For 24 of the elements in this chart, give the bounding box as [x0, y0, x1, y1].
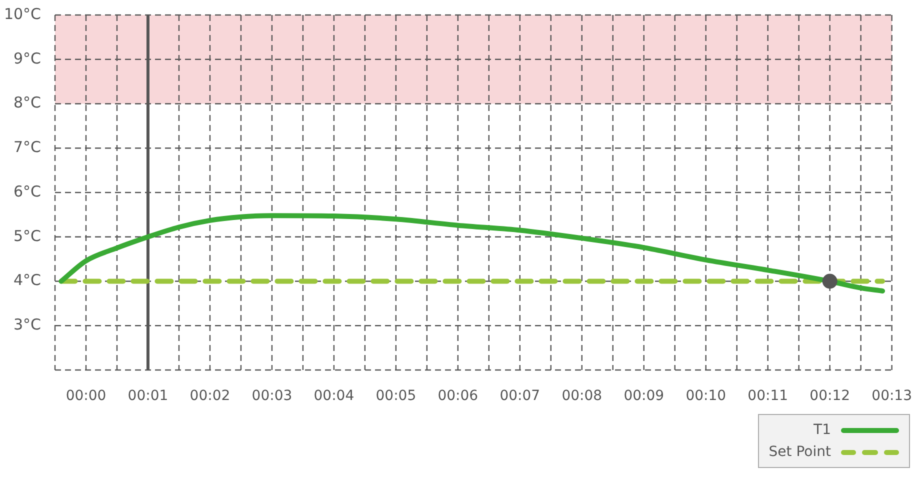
x-tick-label: 00:01	[128, 388, 168, 404]
y-tick-label: 8°C	[13, 94, 41, 112]
y-tick-label: 4°C	[13, 271, 41, 290]
y-tick-label: 6°C	[13, 182, 41, 200]
y-tick-label: 5°C	[13, 226, 41, 245]
x-tick-label: 00:06	[438, 388, 478, 404]
x-tick-label: 00:03	[252, 388, 292, 404]
y-tick-label: 7°C	[13, 138, 41, 156]
x-tick-label: 00:07	[500, 388, 540, 404]
legend-label: Set Point	[768, 444, 831, 460]
x-tick-label: 00:04	[314, 388, 354, 404]
x-tick-label: 00:13	[872, 388, 912, 404]
y-tick-label: 9°C	[13, 49, 41, 68]
x-tick-label: 00:10	[686, 388, 726, 404]
x-tick-label: 00:09	[624, 388, 664, 404]
x-tick-label: 00:02	[190, 388, 230, 404]
x-tick-label: 00:05	[376, 388, 416, 404]
x-tick-label: 00:12	[810, 388, 850, 404]
y-tick-label: 10°C	[4, 4, 41, 23]
x-tick-label: 00:08	[562, 388, 602, 404]
y-tick-label: 3°C	[13, 316, 41, 334]
x-tick-label: 00:00	[66, 388, 106, 404]
legend-label: T1	[814, 422, 831, 438]
x-tick-label: 00:11	[748, 388, 788, 404]
